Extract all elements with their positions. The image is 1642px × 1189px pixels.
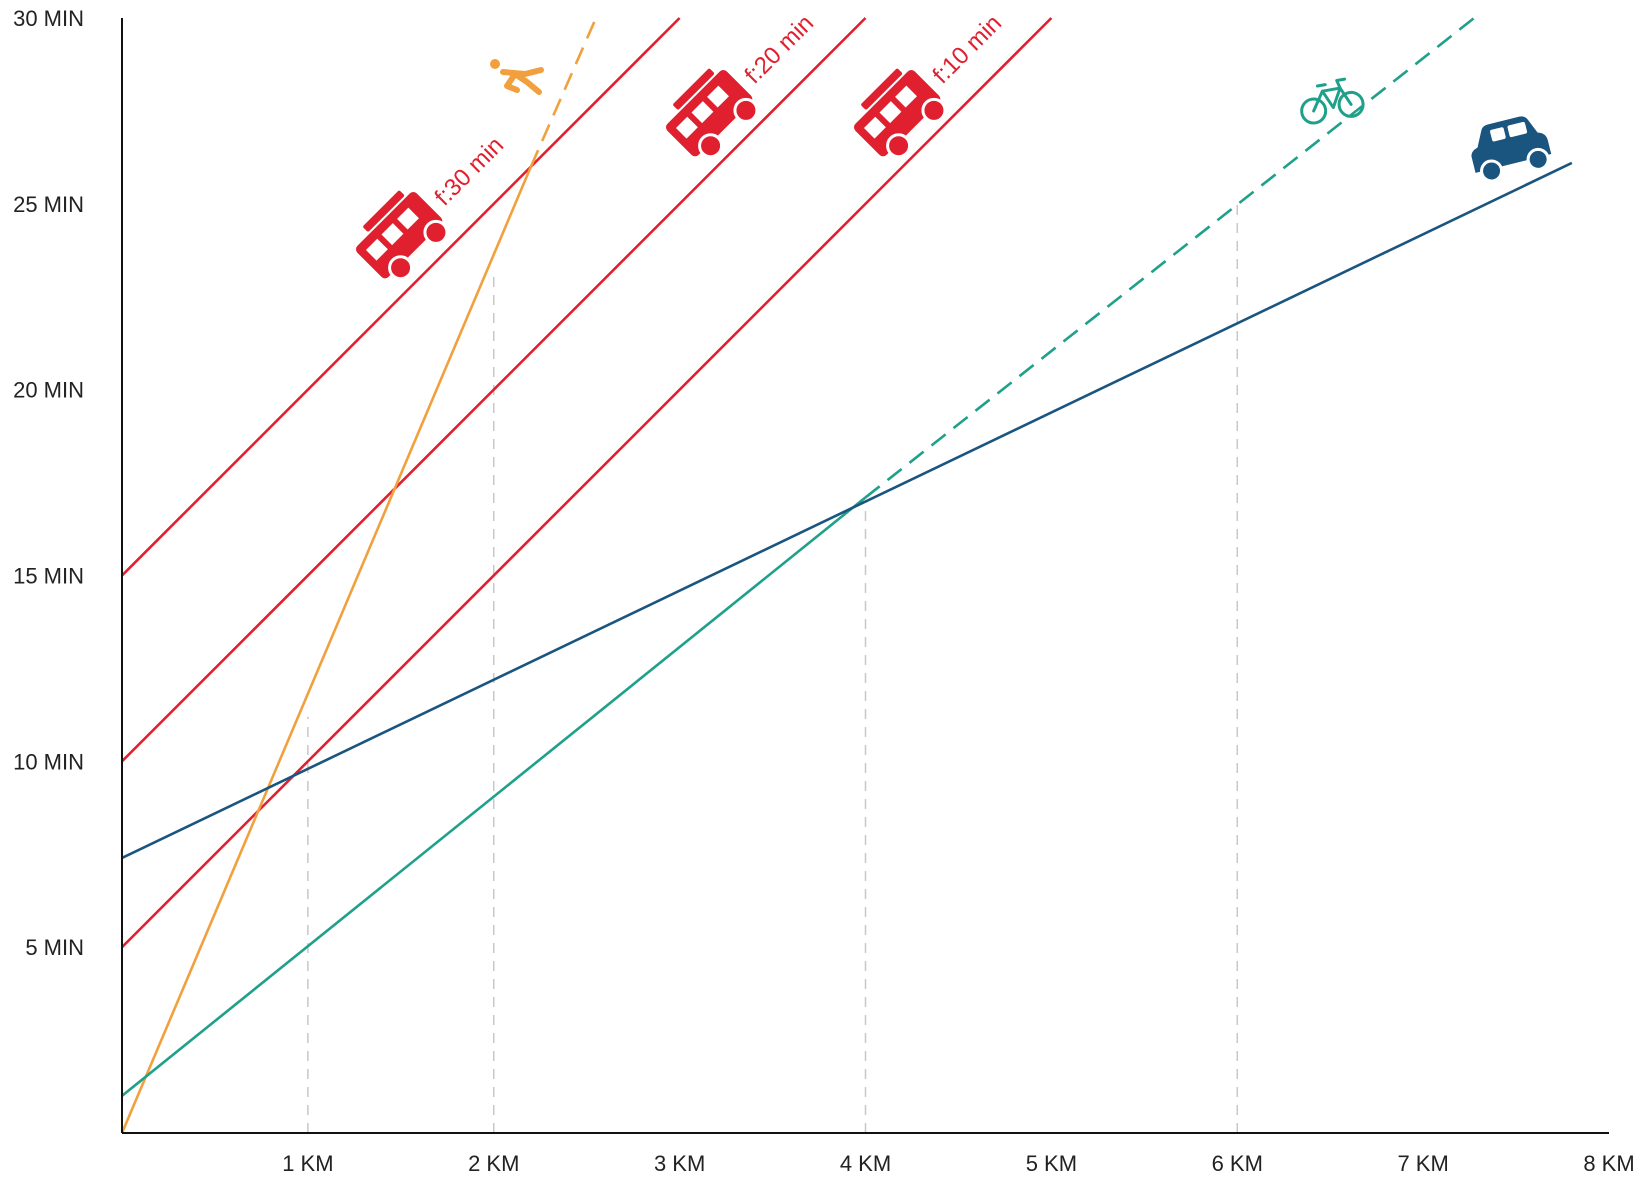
series-lines	[120, 13, 1573, 1134]
y-tick-label: 5 MIN	[25, 935, 84, 960]
bicycle-icon	[1300, 77, 1365, 125]
axes	[121, 18, 1609, 1134]
bus-line	[121, 17, 1053, 949]
x-tick-label: 4 KM	[840, 1151, 891, 1176]
x-tick-label: 5 KM	[1026, 1151, 1077, 1176]
bus-line	[121, 17, 681, 577]
y-tick-label: 10 MIN	[13, 749, 84, 774]
y-tick-label: 20 MIN	[13, 378, 84, 403]
x-tick-label: 8 KM	[1583, 1151, 1634, 1176]
x-tick-label: 6 KM	[1212, 1151, 1263, 1176]
y-tick-label: 15 MIN	[13, 564, 84, 589]
tick-labels: 1 KM 2 KM 3 KM 4 KM 5 KM 6 KM 7 KM 8 KM 5 MIN 10 …	[13, 6, 1635, 1176]
bus-line	[121, 17, 867, 763]
y-tick-label: 30 MIN	[13, 6, 84, 31]
y-tick-label: 25 MIN	[13, 192, 84, 217]
bus-icon: f:10 min	[843, 10, 1007, 170]
bus-frequency-label: f:10 min	[928, 10, 1007, 89]
x-tick-label: 1 KM	[282, 1151, 333, 1176]
car-icon	[1471, 116, 1552, 183]
walk-line	[120, 166, 533, 1134]
reference-lines	[307, 203, 1238, 1133]
bus-icon: f:20 min	[655, 10, 819, 170]
pedestrian-icon	[490, 59, 544, 95]
bike-line	[864, 13, 1480, 499]
bike-line	[121, 496, 867, 1097]
x-tick-label: 3 KM	[654, 1151, 705, 1176]
car-line	[121, 161, 1573, 860]
x-tick-label: 2 KM	[468, 1151, 519, 1176]
x-tick-label: 7 KM	[1397, 1151, 1448, 1176]
